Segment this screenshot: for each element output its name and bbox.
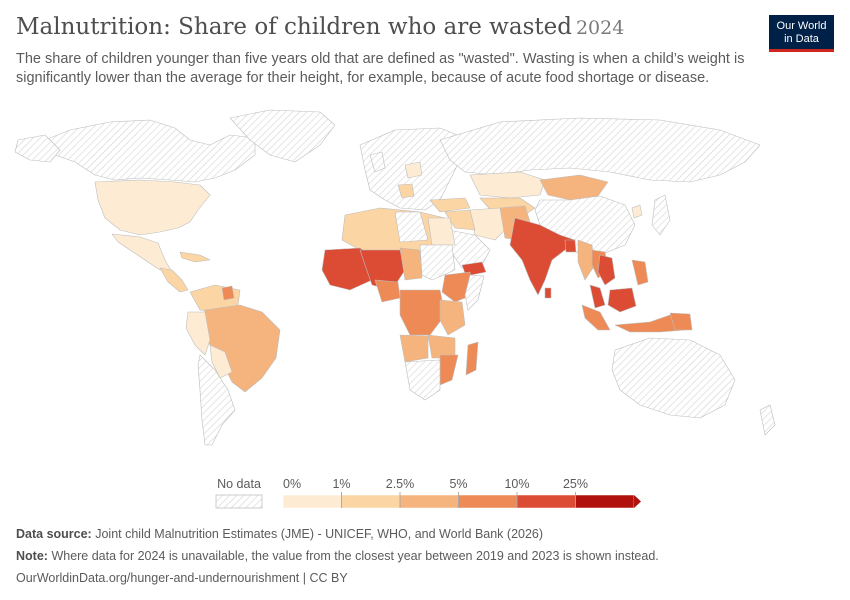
- region-west-africa[interactable]: [321, 247, 376, 291]
- region-sudan[interactable]: [419, 244, 456, 281]
- legend-bin-3[interactable]: [458, 494, 518, 509]
- legend-tick-label-3: 5%: [449, 477, 467, 491]
- region-mexico[interactable]: [111, 233, 173, 273]
- region-ukraine[interactable]: [404, 161, 423, 179]
- region-malaysia[interactable]: [589, 284, 606, 309]
- owid-logo[interactable]: Our World in Data: [769, 15, 834, 52]
- legend-nodata-label: No data: [217, 477, 261, 491]
- region-russia[interactable]: [439, 117, 761, 183]
- region-philippines[interactable]: [631, 259, 649, 286]
- region-vietnam-cambodia[interactable]: [597, 254, 616, 286]
- legend-ticks: 0% 1% 2.5% 5% 10% 25%: [283, 477, 588, 508]
- legend-bin-2[interactable]: [399, 494, 459, 509]
- region-bangladesh[interactable]: [564, 239, 577, 253]
- region-new-zealand[interactable]: [759, 404, 776, 436]
- legend-tick-label-0: 0%: [283, 477, 301, 491]
- region-angola[interactable]: [399, 334, 429, 363]
- region-papua[interactable]: [669, 312, 693, 331]
- region-libya[interactable]: [394, 211, 429, 243]
- footer-source: Data source: Joint child Malnutrition Es…: [16, 527, 543, 541]
- legend-bin-1[interactable]: [341, 494, 401, 509]
- footer-note: Note: Where data for 2024 is unavailable…: [16, 549, 659, 563]
- title-year: 2024: [575, 17, 625, 39]
- legend-bins: [282, 494, 641, 509]
- footer-source-label: Data source:: [16, 527, 92, 541]
- legend-tick-label-4: 10%: [504, 477, 529, 491]
- region-guyana[interactable]: [221, 285, 235, 301]
- region-north-korea[interactable]: [631, 204, 643, 219]
- world-map: [14, 109, 776, 446]
- region-madagascar[interactable]: [465, 341, 479, 376]
- region-central-africa[interactable]: [399, 289, 446, 336]
- region-chad[interactable]: [399, 247, 423, 281]
- region-iran[interactable]: [469, 207, 511, 241]
- legend-bin-5[interactable]: [575, 494, 635, 509]
- region-india[interactable]: [509, 217, 576, 296]
- legend-bin-0[interactable]: [282, 494, 342, 509]
- legend-tick-label-1: 1%: [332, 477, 350, 491]
- region-alaska[interactable]: [14, 134, 61, 163]
- region-iraq-syria[interactable]: [444, 209, 476, 231]
- legend-tick-label-2: 2.5%: [386, 477, 415, 491]
- region-southern-africa[interactable]: [404, 359, 441, 401]
- region-balkans[interactable]: [397, 183, 415, 199]
- region-egypt[interactable]: [427, 217, 456, 246]
- region-east-africa[interactable]: [439, 299, 466, 336]
- region-caribbean[interactable]: [179, 251, 211, 263]
- region-uk[interactable]: [369, 151, 386, 173]
- region-nigeria[interactable]: [374, 279, 401, 303]
- chart-title: Malnutrition: Share of children who are …: [16, 14, 624, 40]
- region-peru[interactable]: [185, 311, 211, 356]
- region-kazakhstan[interactable]: [469, 171, 546, 199]
- legend: No data 0% 1% 2.5% 5% 10% 25%: [215, 477, 641, 509]
- footer-credit[interactable]: OurWorldinData.org/hunger-and-undernouri…: [16, 571, 348, 585]
- logo-line-1: Our World: [776, 20, 827, 32]
- region-borneo[interactable]: [607, 287, 637, 313]
- region-turkey[interactable]: [429, 197, 471, 213]
- region-ethiopia[interactable]: [441, 271, 473, 303]
- region-mozambique[interactable]: [439, 354, 459, 386]
- region-usa[interactable]: [94, 179, 211, 236]
- title-text: Malnutrition: Share of children who are …: [16, 14, 572, 40]
- region-somalia[interactable]: [464, 274, 485, 311]
- footer-note-label: Note:: [16, 549, 48, 563]
- region-sumatra[interactable]: [581, 304, 611, 331]
- region-chile-argentina[interactable]: [197, 354, 236, 446]
- region-bolivia-paraguay[interactable]: [209, 344, 233, 379]
- region-zambia-malawi[interactable]: [427, 334, 456, 359]
- logo-line-2: in Data: [784, 33, 819, 45]
- region-sri-lanka[interactable]: [544, 287, 552, 299]
- footer-source-text: Joint child Malnutrition Estimates (JME)…: [95, 527, 544, 541]
- legend-nodata-swatch: [215, 494, 263, 509]
- chart-subtitle: The share of children younger than five …: [16, 51, 745, 86]
- legend-arrow-tip: [634, 495, 641, 508]
- region-australia[interactable]: [611, 337, 736, 419]
- region-central-america[interactable]: [159, 267, 189, 293]
- region-japan[interactable]: [651, 194, 671, 236]
- region-myanmar[interactable]: [577, 239, 596, 281]
- footer-note-text: Where data for 2024 is unavailable, the …: [51, 549, 659, 563]
- region-canada[interactable]: [39, 119, 256, 183]
- legend-bin-4[interactable]: [516, 494, 576, 509]
- region-greenland[interactable]: [229, 109, 336, 163]
- legend-tick-label-5: 25%: [563, 477, 588, 491]
